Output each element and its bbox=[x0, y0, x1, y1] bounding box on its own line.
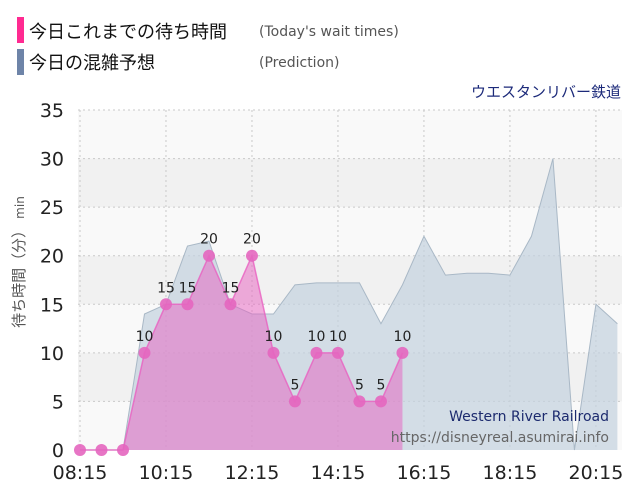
legend-swatch-prediction bbox=[17, 49, 24, 75]
legend-label-actual: 今日これまでの待ち時間 bbox=[29, 22, 227, 43]
y-tick-label: 15 bbox=[40, 294, 64, 316]
x-tick-label: 08:15 bbox=[53, 462, 108, 484]
actual-point bbox=[288, 395, 301, 408]
actual-point bbox=[224, 298, 237, 311]
annotation-attraction-name: Western River Railroad bbox=[449, 409, 609, 425]
actual-point bbox=[138, 346, 151, 359]
actual-data-label: 5 bbox=[291, 377, 300, 393]
actual-data-label: 15 bbox=[179, 280, 197, 296]
plot-band bbox=[78, 158, 622, 208]
actual-data-label: 10 bbox=[136, 329, 154, 345]
actual-point bbox=[159, 298, 172, 311]
actual-point bbox=[95, 444, 108, 456]
x-axis-ticks: 08:15 10:15 12:15 14:15 16:15 18:15 20:15 bbox=[53, 462, 624, 484]
actual-data-label: 5 bbox=[376, 377, 385, 393]
series-layer bbox=[74, 158, 618, 456]
x-tick-label: 14:15 bbox=[311, 462, 366, 484]
actual-point bbox=[353, 395, 366, 408]
x-tick-label: 10:15 bbox=[139, 462, 194, 484]
actual-point bbox=[74, 444, 86, 456]
actual-point bbox=[310, 346, 323, 359]
y-tick-label: 30 bbox=[40, 149, 64, 171]
actual-data-label: 10 bbox=[265, 329, 283, 345]
legend-label-actual-en: (Today's wait times) bbox=[259, 24, 399, 40]
legend-label-prediction: 今日の混雑予想 bbox=[29, 53, 155, 74]
y-tick-label: 25 bbox=[40, 197, 64, 219]
actual-data-label: 15 bbox=[157, 280, 175, 296]
actual-point bbox=[374, 395, 387, 408]
y-axis-ticks: 0 5 10 15 20 25 30 35 bbox=[40, 100, 64, 462]
y-axis-label-text: 待ち時間（分） bbox=[10, 223, 28, 328]
actual-data-label: 15 bbox=[222, 280, 240, 296]
actual-data-label: 10 bbox=[394, 329, 412, 345]
actual-data-label: 10 bbox=[329, 329, 347, 345]
actual-point bbox=[267, 346, 280, 359]
y-tick-label: 0 bbox=[52, 440, 64, 462]
actual-point bbox=[331, 346, 344, 359]
actual-data-label: 5 bbox=[355, 377, 364, 393]
y-tick-label: 35 bbox=[40, 100, 64, 122]
actual-data-label: 10 bbox=[308, 329, 326, 345]
attraction-title: ウエスタンリバー鉄道 bbox=[471, 83, 621, 101]
y-tick-label: 10 bbox=[40, 343, 64, 365]
actual-data-label: 20 bbox=[243, 232, 261, 248]
x-tick-label: 16:15 bbox=[397, 462, 452, 484]
actual-line bbox=[80, 253, 404, 451]
actual-point bbox=[245, 249, 258, 262]
plot-band bbox=[78, 110, 622, 159]
legend-swatch-actual bbox=[17, 17, 24, 43]
y-tick-label: 20 bbox=[40, 246, 64, 268]
legend-label-prediction-en: (Prediction) bbox=[259, 55, 339, 71]
y-axis-label: 待ち時間（分） min bbox=[10, 196, 28, 328]
actual-area bbox=[80, 255, 403, 450]
legend: 今日これまでの待ち時間 (Today's wait times) 今日の混雑予想… bbox=[17, 17, 399, 75]
annotation-source-url: https://disneyreal.asumirai.info bbox=[391, 430, 609, 446]
y-axis-label-unit: min bbox=[13, 196, 27, 219]
actual-data-label: 20 bbox=[200, 232, 218, 248]
x-tick-label: 18:15 bbox=[483, 462, 538, 484]
y-tick-label: 5 bbox=[52, 391, 64, 413]
prediction-line bbox=[80, 158, 618, 451]
actual-point bbox=[116, 444, 129, 456]
actual-point bbox=[396, 346, 409, 359]
actual-point bbox=[202, 249, 215, 262]
actual-point bbox=[181, 298, 194, 311]
x-tick-label: 20:15 bbox=[569, 462, 624, 484]
x-tick-label: 12:15 bbox=[225, 462, 280, 484]
